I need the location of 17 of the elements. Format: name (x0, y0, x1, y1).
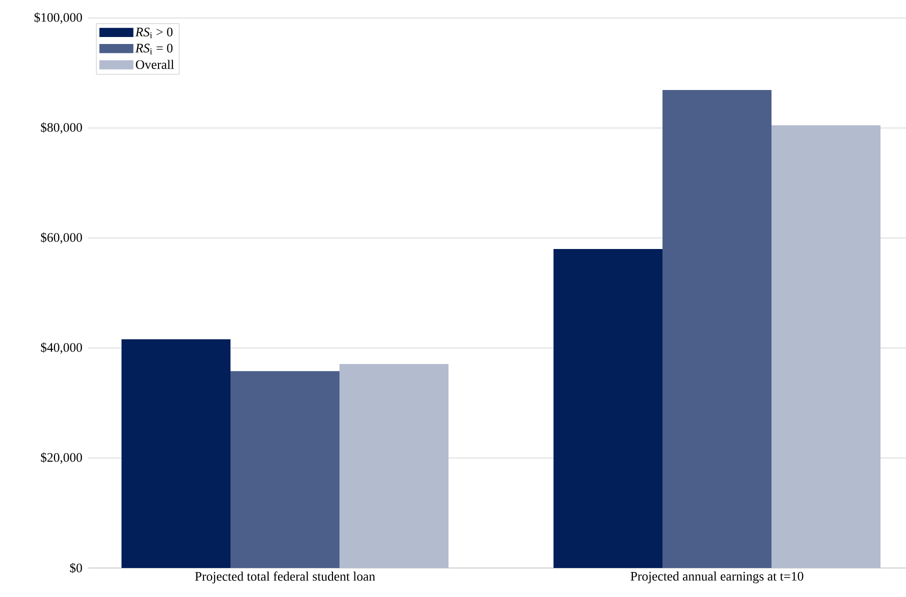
bar (772, 125, 881, 568)
bar (554, 248, 663, 568)
y-tick-label: $0 (70, 562, 82, 574)
y-tick-label: $100,000 (34, 12, 82, 24)
bar (121, 339, 230, 568)
y-tick-label: $60,000 (40, 232, 82, 244)
y-tick-label: $80,000 (40, 122, 82, 134)
legend-label: RS$_{i}$ = 0 (135, 44, 173, 54)
x-tick-label: Projected total federal student loan (195, 572, 376, 584)
legend-label: Overall (136, 60, 174, 69)
bar (662, 90, 772, 568)
bar (230, 371, 340, 568)
y-tick-label: $20,000 (40, 452, 82, 464)
x-tick-label: Projected annual earnings at t=10 (630, 572, 804, 584)
legend-label: RS$_{i}$ > 0 (135, 28, 173, 38)
bar (340, 364, 448, 568)
y-tick-label: $40,000 (40, 342, 82, 354)
